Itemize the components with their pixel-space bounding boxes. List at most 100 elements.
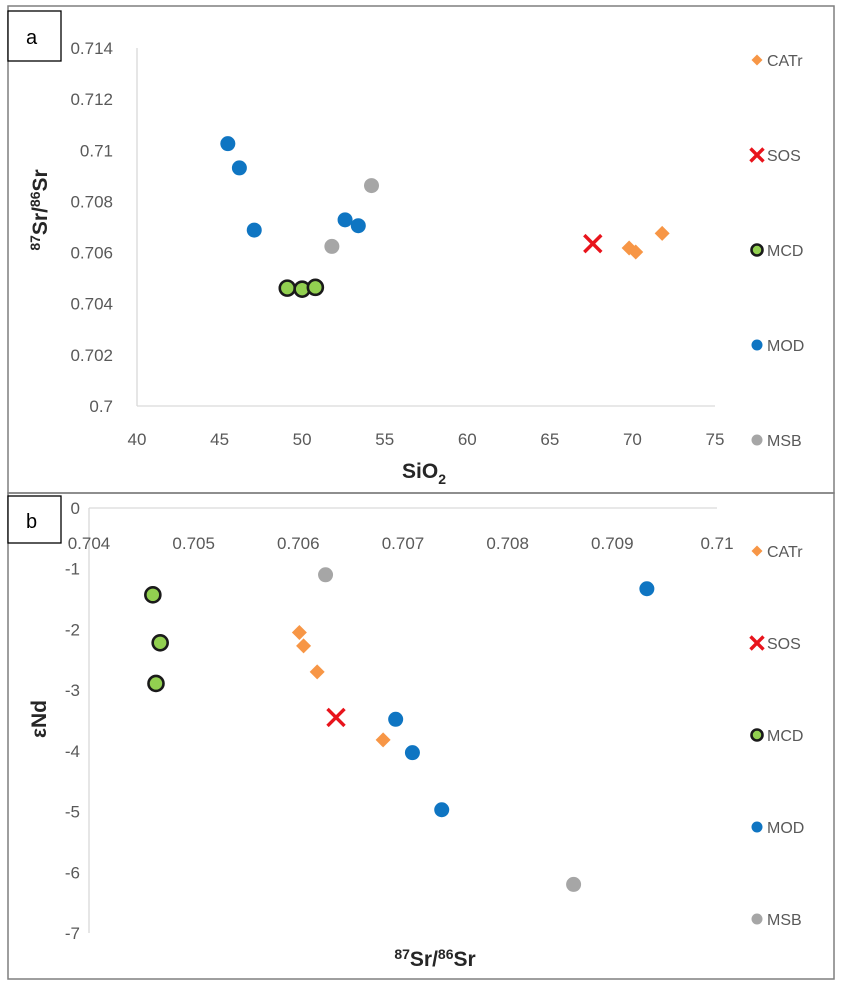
chart-a-point-sos (583, 233, 603, 254)
chart-b-x-axis-title: 87Sr/86Sr (394, 946, 475, 971)
chart-a-legend-marker-catr (751, 54, 763, 66)
chart-b-point-mcd (147, 674, 165, 693)
chart-b-point-mod (388, 711, 404, 727)
chart-a-point-catr (628, 244, 644, 260)
chart-b-legend-item-catr: CATr (751, 544, 803, 561)
chart-b-x-tick-label: 0.704 (68, 534, 111, 553)
chart-a-legend-label-sos: SOS (767, 148, 801, 165)
chart-a-legend-marker-mod (751, 339, 763, 351)
chart-b-y-tick-label: 0 (71, 499, 80, 518)
panel-b-frame (7, 492, 835, 980)
chart-a-point-mod (231, 160, 247, 176)
chart-b-y-tick-label: -6 (65, 863, 80, 882)
chart-b-legend-item-mcd: MCD (750, 728, 803, 745)
chart-b-point-catr (309, 664, 325, 680)
chart-a-point-mcd (306, 278, 325, 297)
chart-a-legend-item-mod: MOD (751, 338, 804, 355)
chart-b-legend-label-sos: SOS (767, 636, 801, 653)
chart-a-y-tick-label: 0.7 (89, 397, 113, 416)
chart-a-legend: CATr SOS MCD MOD MSB (749, 53, 804, 450)
chart-a-legend-label-mcd: MCD (767, 243, 803, 260)
chart-a: 40 45 50 55 60 65 70 75 0.7 0.702 0.704 0.706 0.708 0… (27, 39, 804, 487)
chart-a-legend-marker-msb (751, 434, 763, 446)
chart-b-y-tick-label: -1 (65, 560, 80, 579)
chart-a-x-tick-label: 70 (623, 430, 642, 449)
chart-b-point-catr (291, 624, 307, 640)
chart-b-legend-marker-sos (749, 635, 765, 651)
chart-b-point-catr (296, 638, 312, 654)
chart-b-y-axis-title: εNd (28, 700, 51, 738)
chart-a-x-axis-title: SiO2 (402, 460, 446, 487)
chart-a-point-mod (350, 218, 366, 234)
chart-b-legend-marker-mod (751, 821, 763, 833)
chart-b-legend-item-sos: SOS (749, 635, 801, 653)
chart-a-point-mod (337, 212, 353, 228)
chart-a-y-tick-label: 0.71 (80, 141, 113, 160)
panel-a-letter: a (26, 27, 38, 49)
chart-a-point-catr (654, 225, 670, 241)
chart-b-x-tick-label: 0.708 (486, 534, 529, 553)
chart-b-legend-item-msb: MSB (751, 912, 802, 929)
chart-b-point-msb (318, 567, 334, 583)
chart-a-legend-item-mcd: MCD (750, 243, 803, 260)
chart-a-point-msb (364, 178, 380, 194)
chart-b: 0.704 0.705 0.706 0.707 0.708 0.709 0.71 0 -1 -2 -… (28, 499, 804, 971)
chart-b-y-tick-label: -5 (65, 803, 80, 822)
chart-a-y-tick-label: 0.706 (70, 244, 113, 263)
chart-a-x-tick-label: 50 (293, 430, 312, 449)
chart-b-x-tick-label: 0.707 (382, 534, 425, 553)
chart-b-legend-label-mcd: MCD (767, 728, 803, 745)
chart-a-legend-item-sos: SOS (749, 147, 801, 165)
chart-b-axes: 0.704 0.705 0.706 0.707 0.708 0.709 0.71 0 -1 -2 -… (65, 499, 734, 943)
chart-b-legend-label-msb: MSB (767, 912, 802, 929)
chart-b-point-mod (639, 581, 655, 597)
panel-b-label-box: b (7, 495, 62, 544)
chart-a-point-mcd (278, 279, 297, 297)
chart-a-x-tick-label: 55 (375, 430, 394, 449)
chart-a-legend-item-catr: CATr (751, 53, 803, 70)
chart-b-y-tick-label: -3 (65, 681, 80, 700)
chart-a-legend-label-mod: MOD (767, 338, 804, 355)
chart-b-legend-marker-catr (751, 545, 763, 557)
chart-b-y-tick-label: -7 (65, 924, 80, 943)
chart-a-y-tick-label: 0.712 (70, 90, 113, 109)
chart-b-points (144, 567, 655, 892)
chart-b-y-tick-label: -4 (65, 742, 80, 761)
chart-b-point-sos (326, 707, 346, 728)
chart-b-legend-label-catr: CATr (767, 544, 803, 561)
chart-a-y-axis-title: 87Sr/86Sr (27, 169, 52, 250)
chart-b-point-mcd (151, 633, 169, 652)
chart-b-point-mod (434, 802, 450, 818)
chart-b-point-catr (375, 732, 391, 748)
chart-a-y-tick-label: 0.702 (70, 346, 113, 365)
chart-b-legend-marker-mcd (750, 728, 764, 742)
chart-a-point-mod (246, 222, 262, 238)
chart-a-legend-marker-mcd (750, 243, 764, 257)
chart-a-x-tick-label: 65 (540, 430, 559, 449)
chart-b-legend: CATr SOS MCD MOD MSB (749, 544, 804, 929)
chart-a-legend-item-msb: MSB (751, 433, 802, 450)
chart-b-point-msb (566, 876, 582, 892)
chart-b-x-tick-label: 0.706 (277, 534, 320, 553)
chart-a-x-tick-label: 75 (706, 430, 725, 449)
chart-a-y-tick-label: 0.714 (70, 39, 113, 58)
chart-a-x-tick-label: 60 (458, 430, 477, 449)
chart-b-x-tick-label: 0.71 (700, 534, 733, 553)
panel-a-label-box: a (7, 10, 62, 62)
chart-a-legend-label-msb: MSB (767, 433, 802, 450)
chart-a-point-mod (220, 136, 236, 152)
panel-b-letter: b (26, 511, 37, 533)
chart-a-legend-label-catr: CATr (767, 53, 803, 70)
chart-a-x-tick-label: 45 (210, 430, 229, 449)
panel-a-frame (7, 5, 835, 494)
chart-b-point-mcd (144, 586, 162, 604)
chart-a-x-tick-label: 40 (128, 430, 147, 449)
chart-a-y-tick-label: 0.704 (70, 295, 113, 314)
chart-b-legend-marker-msb (751, 913, 763, 925)
chart-b-legend-label-mod: MOD (767, 820, 804, 837)
chart-a-axes: 40 45 50 55 60 65 70 75 0.7 0.702 0.704 0.706 0.708 0… (70, 39, 724, 449)
chart-b-x-tick-label: 0.709 (591, 534, 634, 553)
chart-a-points (220, 136, 670, 298)
chart-b-point-mod (404, 745, 420, 761)
